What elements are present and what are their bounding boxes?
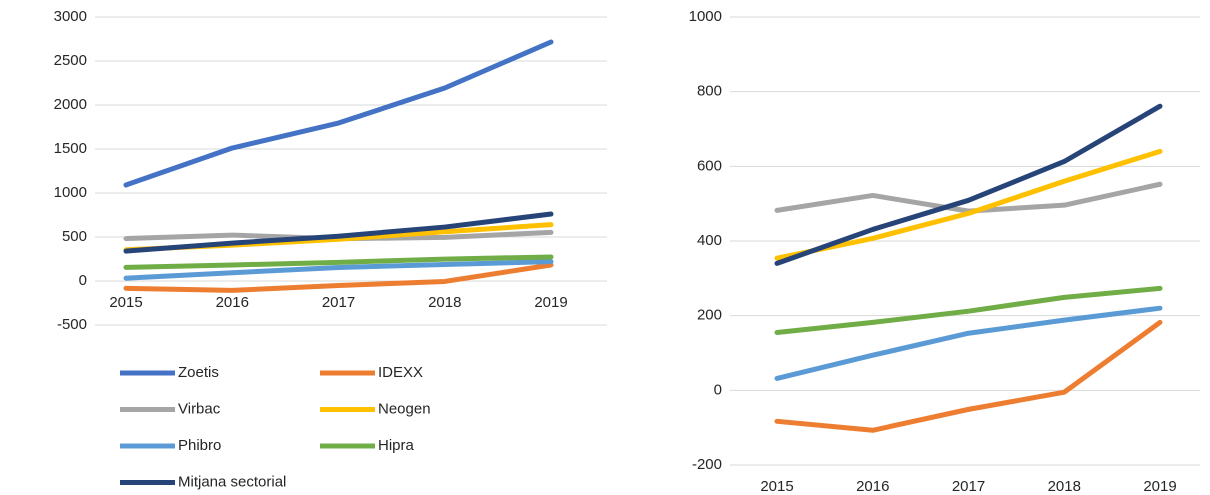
legend-label: Zoetis (178, 364, 219, 381)
legend-label: Virbac (178, 400, 221, 417)
y-tick-label: 800 (697, 83, 722, 100)
y-tick-label: 1500 (54, 140, 87, 157)
x-tick-label: 2015 (760, 478, 793, 495)
y-tick-label: 600 (697, 157, 722, 174)
series-line (774, 305, 1163, 381)
y-tick-label: 500 (62, 228, 87, 245)
legend-label: Hipra (378, 437, 415, 454)
legend-label: IDEXX (378, 364, 423, 381)
series-line (774, 319, 1163, 433)
series-line (774, 285, 1163, 335)
y-tick-label: 200 (697, 307, 722, 324)
x-tick-label: 2015 (109, 294, 142, 311)
x-tick-label: 2016 (856, 478, 889, 495)
series-line (123, 259, 554, 281)
series-line (123, 262, 554, 293)
legend-label: Neogen (378, 400, 431, 417)
y-tick-label: 2000 (54, 96, 87, 113)
series-line (774, 103, 1163, 266)
series-line (774, 148, 1163, 261)
series-line (123, 39, 554, 188)
y-tick-label: 1000 (54, 184, 87, 201)
y-tick-label: 1000 (689, 8, 722, 25)
x-tick-label: 2017 (952, 478, 985, 495)
series-line (123, 211, 554, 254)
x-tick-label: 2019 (534, 294, 567, 311)
y-tick-label: -200 (692, 456, 722, 473)
y-tick-label: 3000 (54, 8, 87, 25)
legend-label: Mitjana sectorial (178, 473, 286, 490)
legend-label: Phibro (178, 437, 221, 454)
x-tick-label: 2017 (322, 294, 355, 311)
x-tick-label: 2018 (1048, 478, 1081, 495)
y-tick-label: 400 (697, 232, 722, 249)
y-tick-label: -500 (57, 316, 87, 333)
y-tick-label: 0 (79, 272, 87, 289)
x-tick-label: 2016 (216, 294, 249, 311)
y-tick-label: 0 (714, 381, 722, 398)
y-tick-label: 2500 (54, 52, 87, 69)
x-tick-label: 2018 (428, 294, 461, 311)
series-line (123, 254, 554, 270)
x-tick-label: 2019 (1143, 478, 1176, 495)
